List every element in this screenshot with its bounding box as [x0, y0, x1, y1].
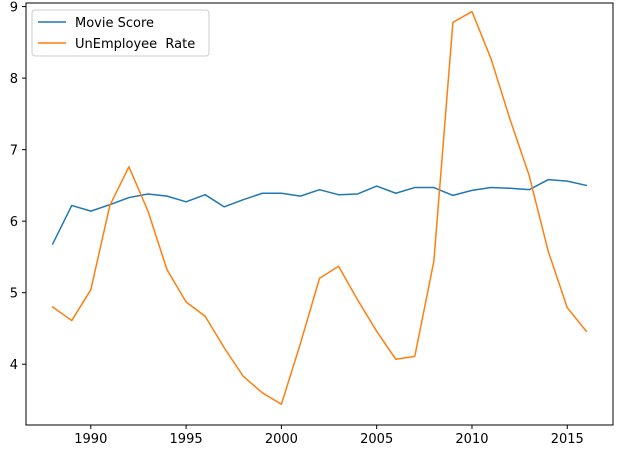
- x-tick-label: 1995: [170, 432, 203, 447]
- x-tick-label: 2000: [265, 432, 298, 447]
- y-tick-label: 8: [10, 72, 18, 87]
- x-tick-label: 2015: [551, 432, 584, 447]
- plot-frame: [25, 2, 614, 426]
- legend-label-1: UnEmployee Rate: [75, 37, 195, 52]
- legend-box: [31, 9, 210, 57]
- x-tick-label: 1990: [74, 432, 107, 447]
- plot-area: [25, 2, 614, 426]
- series-layer: [51, 10, 588, 406]
- series-line-1: [51, 10, 588, 406]
- x-tick-label: 2010: [455, 432, 488, 447]
- x-axis: 1990 1995 2000 2005 2010 2015: [74, 425, 584, 447]
- y-tick-label: 9: [10, 1, 18, 16]
- legend-label-0: Movie Score: [75, 16, 154, 31]
- legend: Movie Score UnEmployee Rate: [31, 9, 210, 57]
- y-tick-label: 6: [10, 215, 18, 230]
- y-tick-label: 4: [10, 358, 18, 373]
- y-tick-label: 7: [10, 144, 18, 159]
- y-axis: 4 5 6 7 8 9: [10, 1, 26, 373]
- series-line-0: [51, 178, 588, 246]
- x-tick-label: 2005: [360, 432, 393, 447]
- y-tick-label: 5: [10, 287, 18, 302]
